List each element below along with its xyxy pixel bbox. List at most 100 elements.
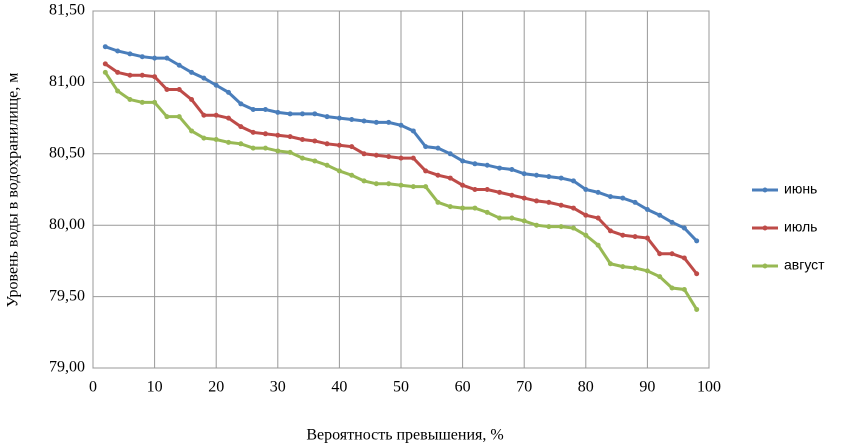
- x-tick-label: 60: [455, 379, 471, 396]
- point: [299, 155, 305, 161]
- x-tick-label: 70: [516, 379, 532, 396]
- point: [681, 286, 687, 292]
- point: [115, 88, 121, 94]
- point: [472, 187, 478, 192]
- point: [546, 199, 552, 205]
- point: [497, 165, 503, 171]
- y-tick-label: 81,50: [49, 2, 85, 19]
- point: [238, 124, 244, 130]
- x-tick-label: 90: [639, 379, 655, 396]
- legend-label: июль: [784, 219, 817, 235]
- point: [201, 135, 207, 141]
- point: [275, 132, 281, 138]
- x-tick-label: 40: [331, 379, 347, 396]
- point: [534, 172, 540, 178]
- point: [694, 238, 700, 244]
- y-tick-label: 79,00: [49, 359, 85, 376]
- point: [262, 131, 268, 137]
- x-axis-label: Вероятность превышения, %: [306, 427, 503, 444]
- point: [349, 144, 355, 150]
- point: [521, 218, 527, 224]
- point: [226, 89, 232, 95]
- point: [176, 87, 182, 93]
- point: [299, 111, 305, 117]
- point: [509, 215, 515, 221]
- point: [189, 69, 195, 75]
- point: [583, 187, 589, 192]
- point: [361, 118, 367, 124]
- point: [213, 82, 219, 88]
- y-tick-label: 81,00: [49, 73, 85, 90]
- point: [250, 129, 256, 135]
- point: [349, 172, 355, 178]
- point: [558, 224, 564, 230]
- point: [435, 199, 441, 205]
- point: [460, 205, 466, 211]
- x-tick-label: 0: [89, 379, 97, 396]
- point: [657, 212, 663, 218]
- point: [620, 264, 626, 270]
- y-tick-label: 79,50: [49, 287, 85, 304]
- point: [139, 72, 145, 78]
- point: [287, 111, 293, 117]
- x-tick-label: 50: [393, 379, 409, 396]
- point: [361, 151, 367, 157]
- point: [423, 144, 429, 150]
- point: [201, 75, 207, 81]
- point: [472, 205, 478, 211]
- point: [423, 168, 429, 174]
- point: [484, 162, 490, 168]
- point: [127, 51, 133, 57]
- point: [669, 219, 675, 225]
- point: [386, 181, 392, 187]
- point: [435, 172, 441, 178]
- x-tick-label: 100: [697, 379, 721, 396]
- point: [447, 175, 453, 181]
- point: [570, 225, 576, 231]
- point: [139, 54, 145, 60]
- point: [164, 87, 170, 93]
- point: [570, 178, 576, 184]
- point: [312, 111, 318, 117]
- point: [164, 114, 170, 120]
- point: [152, 74, 158, 80]
- point: [176, 114, 182, 120]
- point: [447, 204, 453, 210]
- point: [607, 261, 613, 267]
- y-tick-label: 80,50: [49, 144, 85, 161]
- point: [497, 215, 503, 221]
- point: [299, 137, 305, 143]
- point: [398, 182, 404, 188]
- legend-marker: [762, 263, 768, 269]
- point: [226, 139, 232, 145]
- point: [361, 178, 367, 184]
- point: [324, 114, 330, 120]
- point: [238, 101, 244, 107]
- point: [312, 138, 318, 144]
- point: [373, 152, 379, 158]
- point: [398, 155, 404, 161]
- point: [275, 148, 281, 154]
- point: [152, 99, 158, 105]
- point: [423, 184, 429, 190]
- point: [583, 232, 589, 238]
- x-tick-label: 20: [208, 379, 224, 396]
- point: [521, 171, 527, 177]
- point: [595, 215, 601, 221]
- point: [349, 117, 355, 123]
- point: [460, 158, 466, 164]
- point: [262, 107, 268, 113]
- point: [275, 109, 281, 115]
- point: [386, 119, 392, 125]
- point: [336, 168, 342, 174]
- point: [484, 187, 490, 192]
- point: [607, 194, 613, 200]
- point: [694, 306, 700, 312]
- point: [534, 222, 540, 228]
- point: [201, 112, 207, 118]
- point: [127, 72, 133, 78]
- point: [189, 128, 195, 134]
- point: [127, 97, 133, 103]
- point: [226, 115, 232, 121]
